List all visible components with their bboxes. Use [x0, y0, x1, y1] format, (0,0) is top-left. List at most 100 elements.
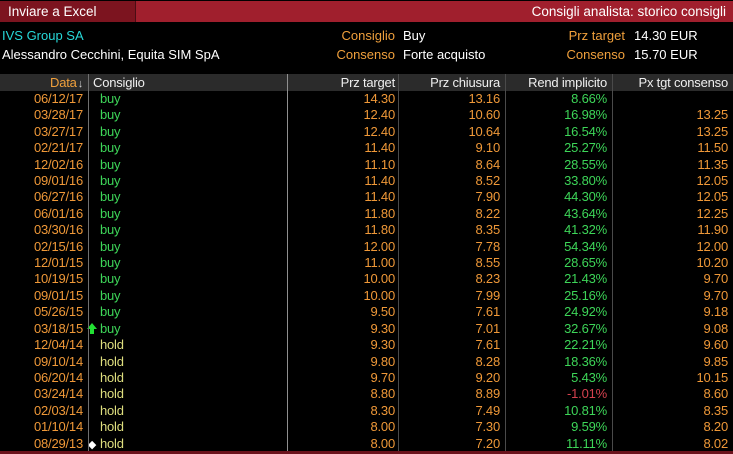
- cell-px-tgt-consenso: 11.50: [697, 140, 728, 156]
- table-row[interactable]: 03/28/17 buy 12.40 10.60 16.98% 13.25: [0, 107, 733, 123]
- cell-date: 03/27/17: [33, 123, 83, 139]
- bottom-edge-bar: [0, 451, 733, 454]
- table-row[interactable]: 08/29/13 ◆ hold 8.00 7.20 11.11% 8.02: [0, 436, 733, 452]
- cell-prz-chiusura: 9.10: [475, 140, 500, 156]
- table-row[interactable]: 02/15/16 buy 12.00 7.78 54.34% 12.00: [0, 239, 733, 255]
- cell-prz-target: 9.30: [370, 337, 395, 353]
- cell-prz-target: 11.80: [364, 205, 395, 221]
- cell-px-tgt-consenso: 11.90: [697, 222, 728, 238]
- title-bar: Inviare a Excel Consigli analista: stori…: [0, 1, 733, 22]
- cell-date: 08/29/13: [33, 435, 83, 451]
- cell-prz-chiusura: 9.20: [475, 369, 500, 385]
- cell-rend-implicito: 16.98%: [564, 107, 607, 123]
- summary-row-2: Alessandro Cecchini, Equita SIM SpA Cons…: [0, 45, 733, 64]
- cell-date: 09/10/14: [33, 353, 83, 369]
- cell-date: 03/24/14: [33, 386, 83, 402]
- table-body: 06/12/17 buy 14.30 13.16 8.66% 03/28/17 buy 12.…: [0, 91, 733, 452]
- table-row[interactable]: 03/24/14 hold 8.80 8.89 -1.01% 8.60: [0, 386, 733, 402]
- cell-rend-implicito: 25.27%: [564, 140, 607, 156]
- cell-prz-chiusura: 7.49: [475, 402, 500, 418]
- cell-rating: hold: [100, 419, 124, 435]
- cell-px-tgt-consenso: 12.05: [696, 189, 728, 205]
- cell-date: 09/01/15: [33, 287, 83, 303]
- table-row[interactable]: 12/02/16 buy 11.10 8.64 28.55% 11.35: [0, 157, 733, 173]
- table-row[interactable]: 01/10/14 hold 8.00 7.30 9.59% 8.20: [0, 419, 733, 435]
- column-header-data[interactable]: Data↓: [50, 75, 83, 90]
- consiglio-label: Consiglio: [341, 28, 395, 43]
- cell-prz-chiusura: 8.55: [475, 255, 500, 271]
- prz-target-value: 14.30 EUR: [634, 28, 698, 43]
- cell-prz-target: 9.70: [370, 369, 395, 385]
- page-title: Consigli analista: storico consigli: [531, 4, 726, 19]
- table-row[interactable]: 03/27/17 buy 12.40 10.64 16.54% 13.25: [0, 124, 733, 140]
- cell-rend-implicito: 9.59%: [571, 419, 607, 435]
- column-header-consiglio[interactable]: Consiglio: [93, 75, 145, 90]
- cell-date: 05/26/15: [33, 304, 83, 320]
- cell-prz-chiusura: 7.61: [475, 337, 500, 353]
- cell-rating: hold: [100, 435, 124, 451]
- cell-prz-chiusura: 13.16: [468, 91, 500, 106]
- cell-icon: ◆: [85, 436, 99, 453]
- table-row[interactable]: 09/01/16 buy 11.40 8.52 33.80% 12.05: [0, 173, 733, 189]
- cell-prz-target: 12.00: [363, 238, 395, 254]
- cell-px-tgt-consenso: 9.85: [703, 353, 728, 369]
- column-header-prz-target[interactable]: Prz target: [340, 75, 396, 90]
- column-divider: [287, 74, 288, 451]
- cell-px-tgt-consenso: 12.05: [696, 173, 728, 189]
- table-row[interactable]: 12/01/15 buy 11.00 8.55 28.65% 10.20: [0, 255, 733, 271]
- table-row[interactable]: 09/10/14 hold 9.80 8.28 18.36% 9.85: [0, 354, 733, 370]
- initiation-diamond-icon: ◆: [87, 438, 97, 451]
- cell-rating: hold: [100, 337, 124, 353]
- cell-rend-implicito: 41.32%: [564, 222, 607, 238]
- security-name[interactable]: IVS Group SA: [2, 28, 84, 43]
- cell-date: 02/03/14: [33, 402, 83, 418]
- table-row[interactable]: 02/21/17 buy 11.40 9.10 25.27% 11.50: [0, 140, 733, 156]
- cell-date: 09/01/16: [33, 173, 83, 189]
- table-row[interactable]: 12/04/14 hold 9.30 7.61 22.21% 9.60: [0, 337, 733, 353]
- cell-prz-chiusura: 7.01: [475, 320, 500, 336]
- cell-prz-target: 10.00: [363, 287, 395, 303]
- cell-px-tgt-consenso: 8.02: [703, 435, 728, 451]
- analyst-name[interactable]: Alessandro Cecchini, Equita SIM SpA: [2, 47, 220, 62]
- consenso-px-value: 15.70 EUR: [634, 47, 698, 62]
- cell-rating: hold: [100, 369, 124, 385]
- table-row[interactable]: 10/19/15 buy 10.00 8.23 21.43% 9.70: [0, 271, 733, 287]
- table-row[interactable]: 09/01/15 buy 10.00 7.99 25.16% 9.70: [0, 288, 733, 304]
- cell-px-tgt-consenso: 8.60: [703, 386, 728, 402]
- column-header-rend-implicito[interactable]: Rend implicito: [528, 75, 607, 90]
- cell-prz-chiusura: 7.30: [475, 419, 500, 435]
- cell-date: 06/27/16: [33, 189, 83, 205]
- table-row[interactable]: 06/01/16 buy 11.80 8.22 43.64% 12.25: [0, 206, 733, 222]
- cell-px-tgt-consenso: 13.25: [696, 123, 728, 139]
- cell-prz-target: 11.00: [364, 255, 395, 271]
- table-row[interactable]: 03/18/15 buy 9.30 7.01 32.67% 9.08: [0, 321, 733, 337]
- table-row[interactable]: 05/26/15 buy 9.50 7.61 24.92% 9.18: [0, 304, 733, 320]
- column-header-px-tgt-consenso[interactable]: Px tgt consenso: [638, 75, 729, 90]
- cell-date: 03/18/15: [33, 320, 83, 336]
- cell-date: 12/02/16: [33, 156, 83, 172]
- cell-prz-target: 14.30: [363, 91, 395, 106]
- table-row[interactable]: 03/30/16 buy 11.80 8.35 41.32% 11.90: [0, 222, 733, 238]
- cell-px-tgt-consenso: 8.35: [703, 402, 728, 418]
- cell-px-tgt-consenso: 9.70: [703, 271, 728, 287]
- cell-prz-chiusura: 7.99: [475, 287, 500, 303]
- cell-rating: buy: [100, 91, 121, 106]
- cell-px-tgt-consenso: 13.25: [696, 107, 728, 123]
- cell-px-tgt-consenso: 12.25: [696, 205, 728, 221]
- table-row[interactable]: 06/20/14 hold 9.70 9.20 5.43% 10.15: [0, 370, 733, 386]
- cell-prz-target: 8.30: [370, 402, 395, 418]
- table-row[interactable]: 06/12/17 buy 14.30 13.16 8.66%: [0, 91, 733, 107]
- cell-rend-implicito: 25.16%: [564, 287, 607, 303]
- table-row[interactable]: 02/03/14 hold 8.30 7.49 10.81% 8.35: [0, 403, 733, 419]
- cell-prz-chiusura: 7.20: [475, 435, 500, 451]
- cell-px-tgt-consenso: 9.70: [703, 287, 728, 303]
- cell-prz-chiusura: 10.64: [468, 123, 500, 139]
- cell-prz-target: 12.40: [363, 123, 395, 139]
- column-header-prz-chiusura[interactable]: Prz chiusura: [430, 75, 500, 90]
- cell-prz-chiusura: 7.61: [475, 304, 500, 320]
- cell-rating: hold: [100, 402, 124, 418]
- export-to-excel-button[interactable]: Inviare a Excel: [0, 1, 136, 22]
- table-row[interactable]: 06/27/16 buy 11.40 7.90 44.30% 12.05: [0, 189, 733, 205]
- cell-px-tgt-consenso: 12.00: [696, 238, 728, 254]
